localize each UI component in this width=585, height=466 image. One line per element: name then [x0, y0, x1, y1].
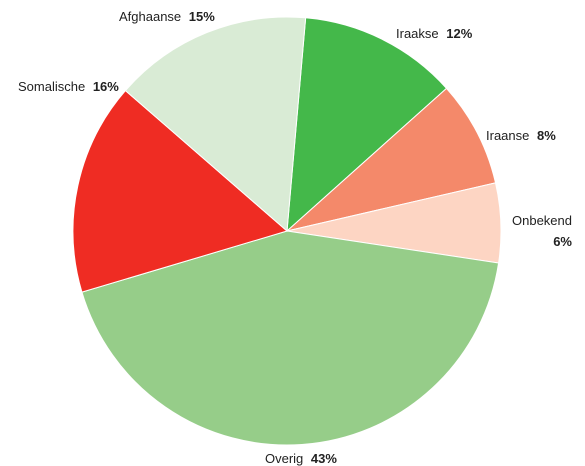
slice-label-onbekend-pct: 6% [553, 234, 572, 249]
slice-percentage: 43% [311, 451, 337, 466]
slice-label-iraakse: Iraakse 12% [396, 26, 473, 41]
slice-label-onbekend: Onbekend [512, 213, 572, 228]
slice-label-somalische: Somalische 16% [18, 79, 119, 94]
slice-name: Overig [265, 451, 303, 466]
slice-label-overig: Overig 43% [265, 451, 337, 466]
slice-percentage: 15% [189, 9, 215, 24]
slice-label-iraanse: Iraanse 8% [486, 128, 556, 143]
pie-slice-iraanse [286, 87, 497, 232]
pie-slice-afghaanse [124, 16, 307, 233]
pie-slices [72, 16, 502, 446]
slice-percentage: 16% [93, 79, 119, 94]
slice-name: Iraanse [486, 128, 529, 143]
pie-slice-somalische [72, 89, 289, 293]
slice-name: Onbekend [512, 213, 572, 228]
slice-percentage: 6% [553, 234, 572, 249]
pie-slice-iraakse [286, 17, 448, 233]
slice-name: Iraakse [396, 26, 439, 41]
slice-name: Somalische [18, 79, 85, 94]
slice-percentage: 8% [537, 128, 556, 143]
pie-slice-overig [81, 230, 500, 446]
slice-name: Afghaanse [119, 9, 181, 24]
slice-percentage: 12% [446, 26, 472, 41]
slice-label-afghaanse: Afghaanse 15% [119, 9, 215, 24]
